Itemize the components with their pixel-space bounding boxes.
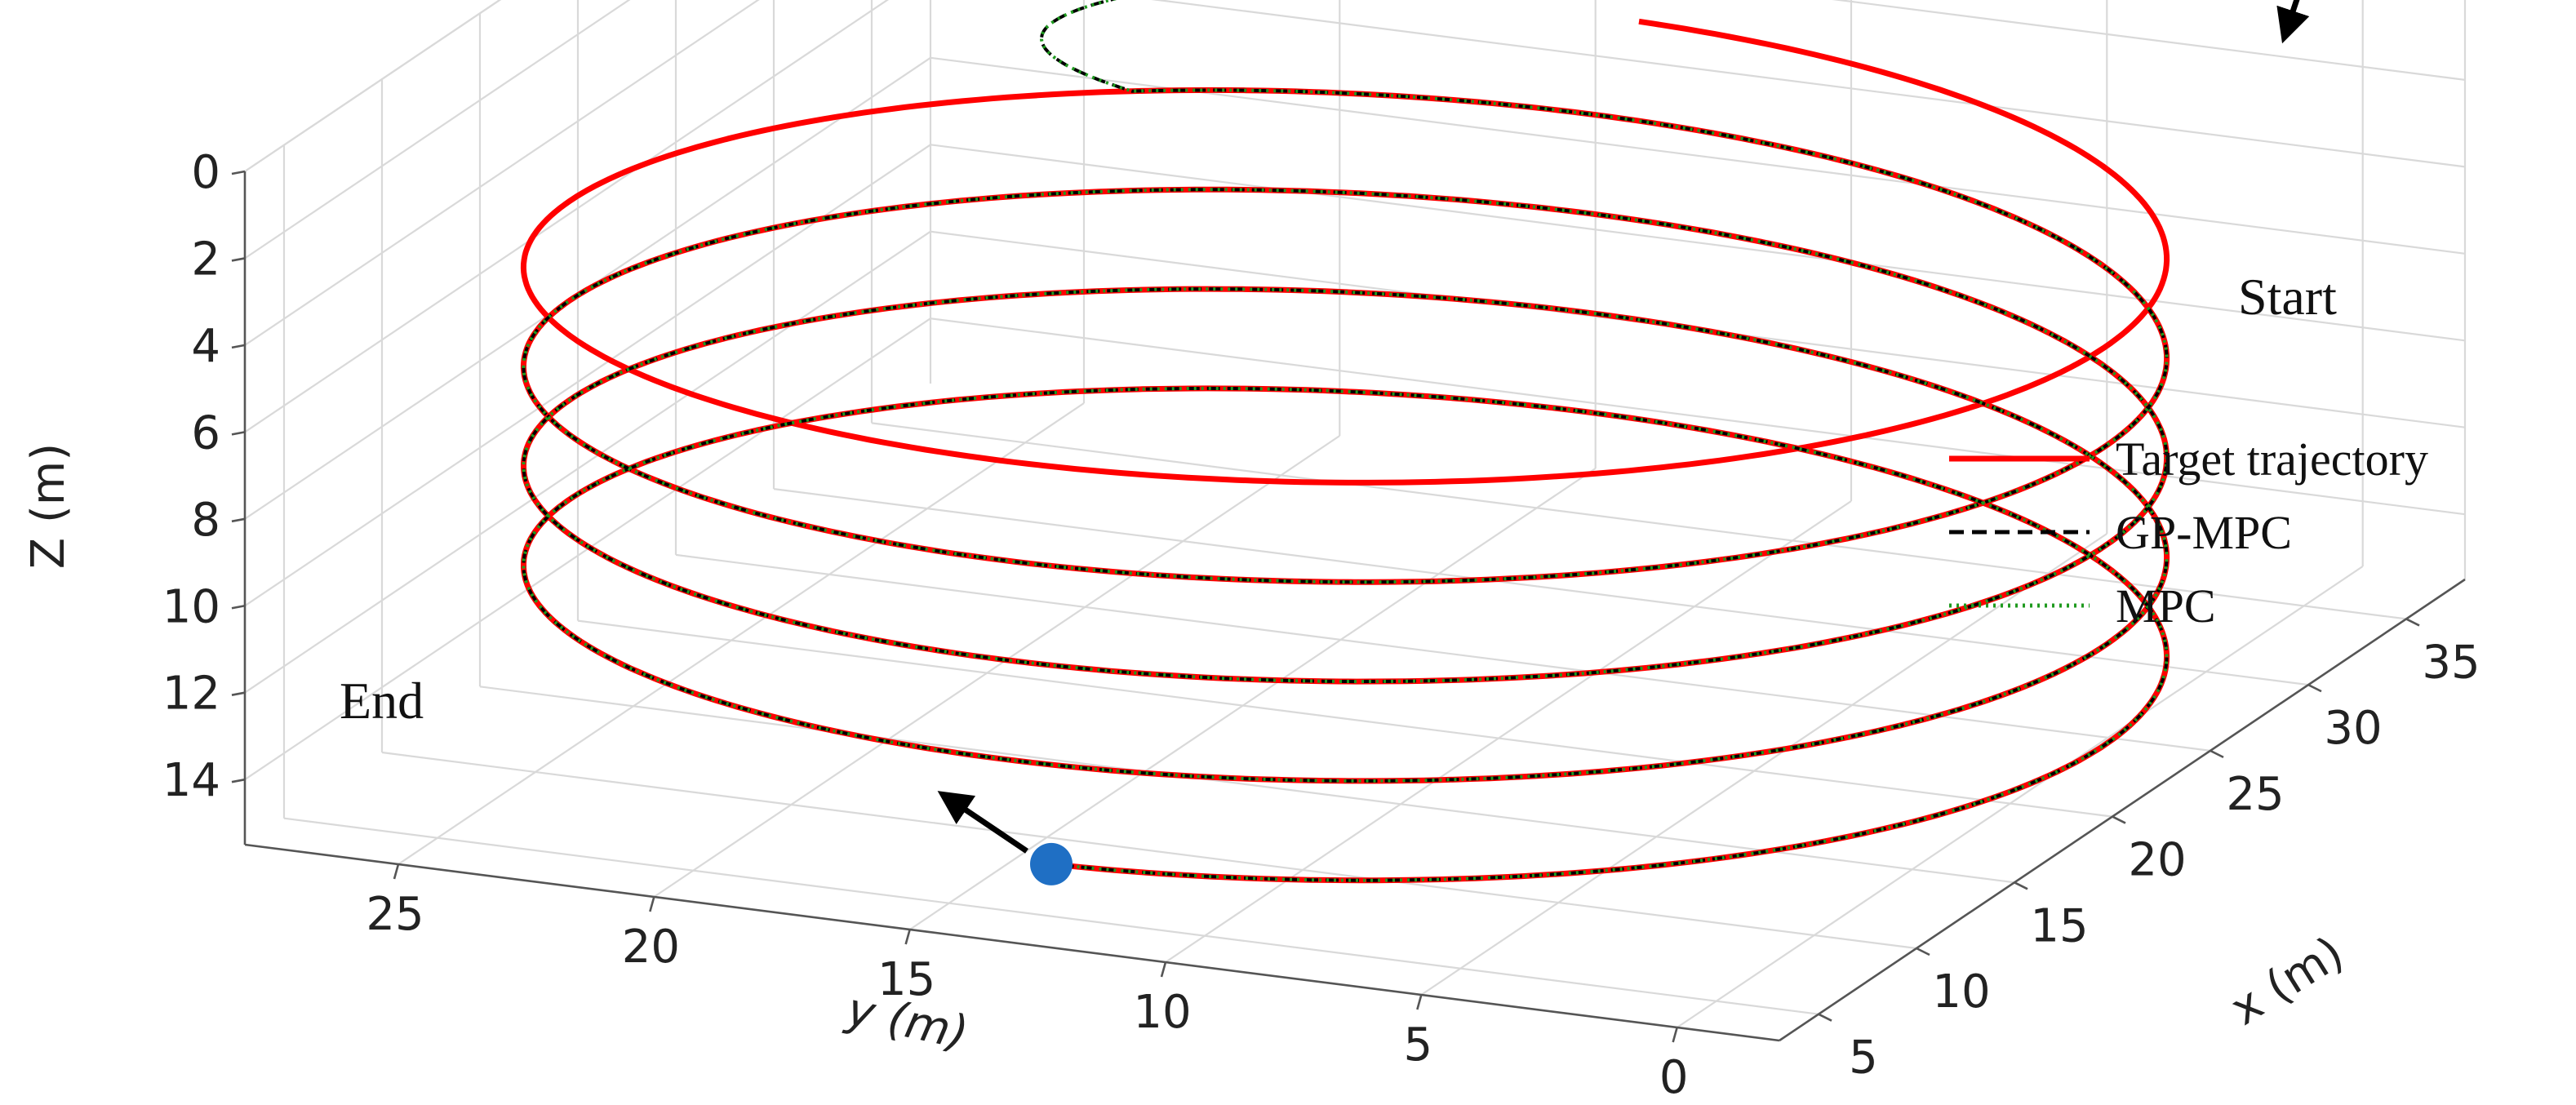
grid-line — [244, 144, 931, 607]
start-arrow — [2276, 0, 2310, 44]
z-tick-label: 4 — [191, 320, 220, 373]
grid-line — [244, 0, 502, 172]
grid-line — [283, 817, 1819, 1015]
y-tick-label: 5 — [1404, 1018, 1433, 1072]
end-label: End — [340, 672, 424, 730]
grid-line — [653, 435, 1340, 898]
x-tick-label: 20 — [2128, 834, 2186, 887]
x-tick-label: 5 — [1849, 1032, 1878, 1085]
x-tick-label: 25 — [2226, 768, 2284, 821]
z-tick — [231, 691, 246, 696]
z-tick — [231, 344, 246, 349]
z-tick-label: 6 — [191, 406, 220, 459]
grid-line — [244, 0, 890, 433]
x-tick-label: 30 — [2324, 702, 2382, 755]
grid-line — [1165, 500, 1852, 963]
y-tick-label: 15 — [877, 953, 935, 1006]
z-axis-label: Z (m) — [22, 443, 75, 569]
grid-line — [1832, 0, 2466, 81]
series-target-trajectory — [520, 18, 2170, 884]
y-tick — [649, 896, 655, 912]
grid-line — [577, 619, 2113, 818]
y-tick-label: 0 — [1659, 1051, 1689, 1104]
y-axis-label: y (m) — [841, 983, 972, 1060]
x-tick — [2210, 749, 2224, 759]
z-tick-label: 2 — [191, 233, 220, 286]
pane-edge — [244, 0, 502, 172]
z-tick-label: 0 — [191, 146, 220, 199]
z-tick — [231, 257, 246, 262]
end-arrow — [937, 791, 1028, 854]
grid-line — [871, 422, 2407, 620]
x-axis-line — [1779, 578, 2466, 1042]
z-tick — [231, 431, 246, 436]
z-tick-label: 14 — [162, 754, 220, 807]
z-tick — [231, 778, 246, 783]
y-tick — [1160, 961, 1167, 978]
grid-line — [930, 56, 2466, 255]
start-label: Start — [2238, 268, 2337, 326]
z-tick-label: 12 — [162, 668, 220, 721]
x-tick — [1916, 947, 1930, 956]
legend-label-target: Target trajectory — [2116, 433, 2428, 486]
grid-line — [930, 317, 2466, 516]
x-tick — [2014, 881, 2028, 890]
y-tick — [1672, 1027, 1678, 1043]
x-axis-label: x (m) — [2222, 926, 2353, 1036]
y-tick — [904, 929, 911, 945]
z-tick — [231, 604, 246, 610]
grid-line — [1420, 533, 2107, 996]
y-axis-line — [244, 843, 1780, 1042]
y-tick-label: 10 — [1133, 986, 1191, 1039]
grid-line — [244, 0, 631, 260]
x-tick — [2112, 815, 2126, 824]
marker-layer — [937, 0, 2310, 885]
end-marker — [1030, 842, 1073, 885]
y-tick — [393, 863, 400, 880]
legend: Target trajectory GP-MPC MPC — [1949, 433, 2428, 632]
axes-layer: 0 2 4 6 8 10 12 14 25 20 15 10 5 0 5 10 15 20 25 30 35 — [162, 146, 2481, 1104]
grid-line — [244, 230, 931, 694]
grid-line — [909, 468, 1597, 930]
z-tick-label: 10 — [162, 580, 220, 633]
z-tick — [231, 170, 246, 175]
series-gp-mpc — [522, 0, 2169, 882]
x-tick-label: 15 — [2030, 899, 2088, 952]
grid-line — [773, 488, 2309, 686]
grid-line — [398, 402, 1085, 865]
legend-label-mpc: MPC — [2116, 579, 2216, 632]
grid-line — [381, 751, 1917, 950]
y-tick — [1416, 994, 1423, 1010]
z-tick-label: 8 — [191, 494, 220, 547]
x-tick — [2307, 683, 2322, 693]
grid-line — [244, 0, 760, 346]
x-tick — [2405, 618, 2420, 627]
series-layer — [520, 0, 2170, 884]
series-mpc — [522, 0, 2169, 882]
grid-line — [479, 686, 2015, 884]
legend-label-gp-mpc: GP-MPC — [2116, 506, 2292, 559]
x-tick-label: 35 — [2422, 636, 2480, 689]
grid-line — [675, 553, 2211, 752]
grid-line — [930, 144, 2466, 342]
y-tick-label: 20 — [622, 921, 680, 974]
y-tick-label: 25 — [366, 888, 424, 941]
x-tick-label: 10 — [1932, 965, 1990, 1018]
x-tick — [1818, 1013, 1832, 1022]
grid-line — [1151, 0, 2466, 168]
z-tick — [231, 517, 246, 523]
grid-line — [1677, 566, 2364, 1028]
